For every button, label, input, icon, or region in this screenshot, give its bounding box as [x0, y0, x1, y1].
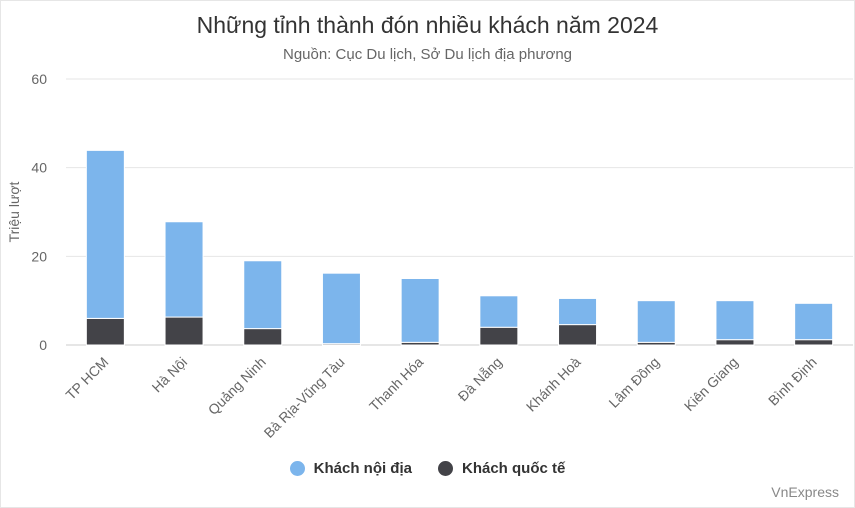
legend-label-domestic: Khách nội địa: [313, 460, 412, 477]
y-tick-label: 40: [31, 160, 47, 176]
credit-text[interactable]: VnExpress: [771, 484, 839, 500]
bar-domestic: [636, 300, 676, 343]
chart-title: Những tỉnh thành đón nhiều khách năm 202…: [196, 12, 659, 38]
legend: Khách nội địa Khách quốc tế: [0, 460, 855, 477]
legend-label-international: Khách quốc tế: [461, 460, 566, 477]
legend-item-domestic[interactable]: Khách nội địa: [289, 460, 412, 477]
bar-international: [164, 316, 204, 346]
bar-domestic: [558, 297, 598, 326]
x-tick-label: Lâm Đồng: [605, 354, 662, 411]
x-tick-label: Bà Rịa-Vũng Tàu: [260, 354, 347, 441]
x-tick-label: Kiên Giang: [681, 354, 741, 414]
x-tick-label: Hà Nội: [149, 354, 191, 396]
legend-marker-domestic: [289, 461, 305, 476]
bar-domestic: [479, 295, 519, 328]
bar-domestic: [243, 260, 283, 330]
x-tick-label: Đà Nẵng: [455, 354, 505, 404]
x-tick-label: TP HCM: [62, 354, 111, 403]
legend-marker-international: [437, 461, 453, 476]
x-tick-label: Khánh Hoà: [523, 354, 584, 415]
x-tick-label: Quảng Ninh: [205, 354, 269, 418]
y-tick-label: 60: [31, 71, 47, 87]
x-tick-label: Bình Định: [765, 354, 820, 409]
bar-domestic: [715, 300, 755, 341]
bar-international: [715, 339, 755, 346]
y-tick-label: 0: [39, 337, 47, 353]
bar-domestic: [794, 302, 834, 341]
chart-subtitle: Nguồn: Cục Du lịch, Sở Du lịch địa phươn…: [282, 46, 573, 63]
bar-domestic: [164, 221, 204, 318]
bar-domestic: [85, 149, 125, 319]
bar-international: [85, 317, 125, 346]
y-axis-title: Triệu lượt: [6, 181, 22, 242]
bar-international: [558, 324, 598, 346]
bar-domestic: [321, 272, 361, 345]
bar-international: [479, 326, 519, 346]
bar-international: [794, 339, 834, 346]
legend-item-international[interactable]: Khách quốc tế: [437, 460, 566, 477]
bar-domestic: [400, 278, 440, 343]
y-tick-label: 20: [31, 248, 47, 264]
x-tick-label: Thanh Hóa: [366, 354, 426, 414]
bar-international: [243, 328, 283, 346]
